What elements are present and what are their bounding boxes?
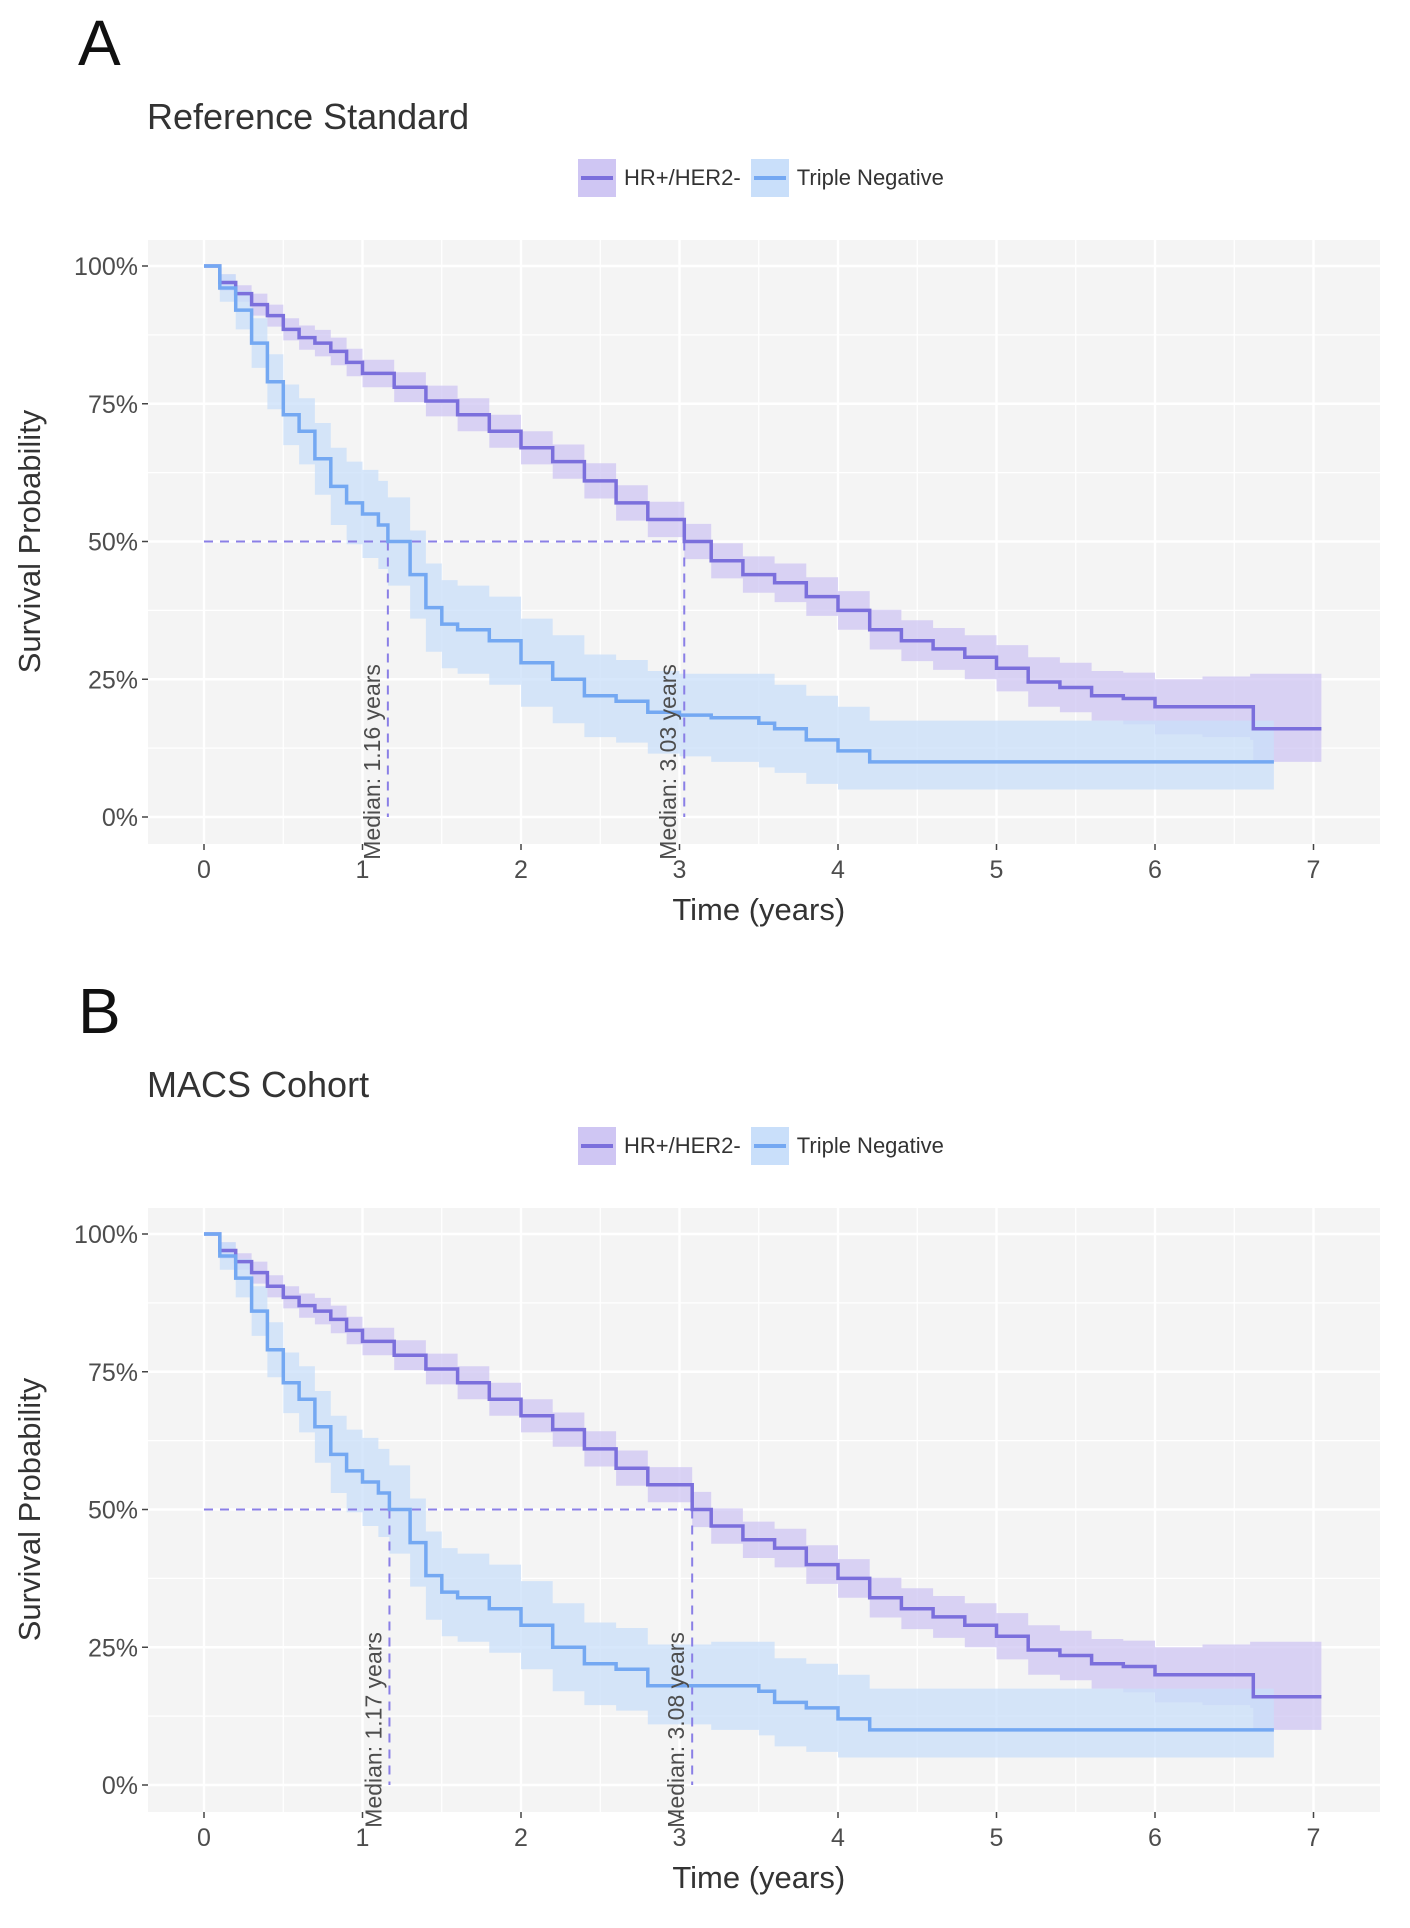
x-axis-title: Time (years) xyxy=(672,1860,845,1895)
legend-item-tn: Triple Negative xyxy=(750,1127,944,1165)
confidence-band-hr xyxy=(204,1234,1322,1730)
x-tick-label: 7 xyxy=(1307,856,1321,884)
x-tick-label: 3 xyxy=(673,856,687,884)
x-tick-label: 1 xyxy=(356,856,370,884)
y-tick-label: 0% xyxy=(102,1772,138,1800)
legend-key-tn xyxy=(750,159,789,197)
legend-label-hr: HR+/HER2- xyxy=(624,165,741,190)
survival-curve-tn xyxy=(204,1232,1274,1732)
median-label: Median: 3.03 years xyxy=(655,664,681,860)
confidence-band-tn xyxy=(204,1234,1274,1758)
chart-title: MACS Cohort xyxy=(147,1064,370,1105)
legend-item-hr: HR+/HER2- xyxy=(578,159,741,197)
x-tick-label: 5 xyxy=(990,1824,1004,1852)
x-axis-title: Time (years) xyxy=(672,892,845,927)
legend-item-hr: HR+/HER2- xyxy=(578,1127,741,1165)
confidence-band-hr xyxy=(204,266,1322,762)
median-label: Median: 1.17 years xyxy=(360,1632,386,1828)
x-tick-label: 0 xyxy=(197,856,211,884)
y-tick-label: 75% xyxy=(88,1359,138,1387)
panel-letter: B xyxy=(78,975,121,1047)
y-tick-label: 75% xyxy=(88,391,138,419)
y-tick-label: 0% xyxy=(102,804,138,832)
survival-plot: 0 1 2 3 4 5 6 7 0% 25% 50% 75% 100% Time (years) Survi… xyxy=(12,1208,1380,1895)
y-tick-label: 100% xyxy=(74,253,138,281)
legend-key-hr xyxy=(578,1127,616,1165)
y-tick-label: 25% xyxy=(88,1634,138,1662)
x-tick-label: 2 xyxy=(514,1824,528,1852)
x-tick-label: 0 xyxy=(197,1824,211,1852)
y-tick-label: 50% xyxy=(88,1497,138,1525)
x-tick-label: 1 xyxy=(356,1824,370,1852)
survival-plot: 0 1 2 3 4 5 6 7 0% 25% 50% 75% 100% Time (years) Survi… xyxy=(12,240,1380,927)
legend-key-tn xyxy=(750,1127,789,1165)
survival-curve-hr xyxy=(204,264,1322,731)
x-tick-label: 5 xyxy=(990,856,1004,884)
x-tick-label: 6 xyxy=(1148,1824,1162,1852)
legend-item-tn: Triple Negative xyxy=(750,159,944,197)
survival-curve-hr xyxy=(204,1232,1322,1699)
legend-key-hr xyxy=(578,159,616,197)
chart-title: Reference Standard xyxy=(147,96,470,137)
median-label: Median: 1.16 years xyxy=(359,664,385,860)
y-axis-title: Survival Probability xyxy=(12,409,47,673)
x-tick-label: 6 xyxy=(1148,856,1162,884)
legend-label-tn: Triple Negative xyxy=(796,165,944,190)
y-tick-label: 50% xyxy=(88,529,138,557)
panel-b: B MACS Cohort HR+/HER2- Triple Negative … xyxy=(0,968,1410,1928)
x-tick-label: 3 xyxy=(673,1824,687,1852)
confidence-band-tn xyxy=(204,266,1274,790)
legend-label-hr: HR+/HER2- xyxy=(624,1133,741,1158)
x-tick-label: 4 xyxy=(831,1824,845,1852)
legend-label-tn: Triple Negative xyxy=(796,1133,944,1158)
survival-curve-tn xyxy=(204,264,1274,764)
y-tick-label: 25% xyxy=(88,666,138,694)
y-axis-title: Survival Probability xyxy=(12,1377,47,1641)
panel-a: A Reference Standard HR+/HER2- Triple Ne… xyxy=(0,0,1410,960)
legend: HR+/HER2- Triple Negative xyxy=(578,159,944,197)
x-tick-label: 7 xyxy=(1307,1824,1321,1852)
y-tick-label: 100% xyxy=(74,1221,138,1249)
panel-letter: A xyxy=(78,7,121,79)
x-tick-label: 4 xyxy=(831,856,845,884)
legend: HR+/HER2- Triple Negative xyxy=(578,1127,944,1165)
x-tick-label: 2 xyxy=(514,856,528,884)
median-label: Median: 3.08 years xyxy=(663,1632,689,1828)
